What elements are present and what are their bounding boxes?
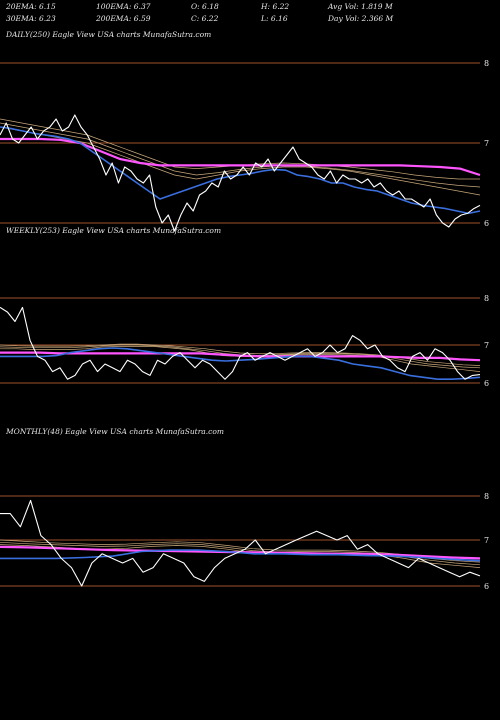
weekly-price-line (0, 306, 481, 380)
ema200-value: 200EMA: 6.59 (96, 14, 151, 23)
close-value: C: 6.22 (191, 14, 219, 23)
daily-panel-title: DAILY(250) Eagle View USA charts MunafaS… (6, 30, 212, 39)
monthly-price-line (0, 499, 481, 587)
daily-ma-line-1 (0, 122, 481, 188)
monthly-panel-title: MONTHLY(48) Eagle View USA charts Munafa… (6, 427, 224, 436)
monthly-ytick-8: 8 (484, 492, 489, 501)
daily-ytick-8: 8 (484, 59, 489, 68)
day-vol-value: Day Vol: 2.366 M (328, 14, 394, 23)
monthly-ema-short-line (0, 549, 481, 562)
monthly-ytick-6: 6 (484, 582, 489, 591)
weekly-ma-line-0 (0, 346, 481, 372)
ema20-value: 20EMA: 6.15 (6, 2, 56, 11)
weekly-ema-short-line (0, 347, 481, 381)
daily-price-line (0, 114, 481, 232)
daily-ytick-6: 6 (484, 219, 489, 228)
weekly-ema-long-line (0, 351, 481, 362)
low-value: L: 6.16 (261, 14, 288, 23)
high-value: H: 6.22 (261, 2, 290, 11)
monthly-ma-line-1 (0, 541, 481, 566)
daily-ytick-7: 7 (484, 139, 489, 148)
open-value: O: 6.18 (191, 2, 219, 11)
header-values: 20EMA: 6.15 100EMA: 6.37 O: 6.18 H: 6.22… (6, 2, 496, 32)
weekly-ytick-7: 7 (484, 341, 489, 350)
weekly-panel-title: WEEKLY(253) Eagle View USA charts Munafa… (6, 226, 222, 235)
ema30-value: 30EMA: 6.23 (6, 14, 56, 23)
ema100-value: 100EMA: 6.37 (96, 2, 151, 11)
monthly-ytick-7: 7 (484, 536, 489, 545)
weekly-ytick-8: 8 (484, 294, 489, 303)
daily-ma-line-0 (0, 126, 481, 196)
daily-ema-short-line (0, 126, 481, 215)
daily-ma-line-2 (0, 118, 480, 180)
weekly-ytick-6: 6 (484, 379, 489, 388)
avg-vol-value: Avg Vol: 1.819 M (328, 2, 393, 11)
